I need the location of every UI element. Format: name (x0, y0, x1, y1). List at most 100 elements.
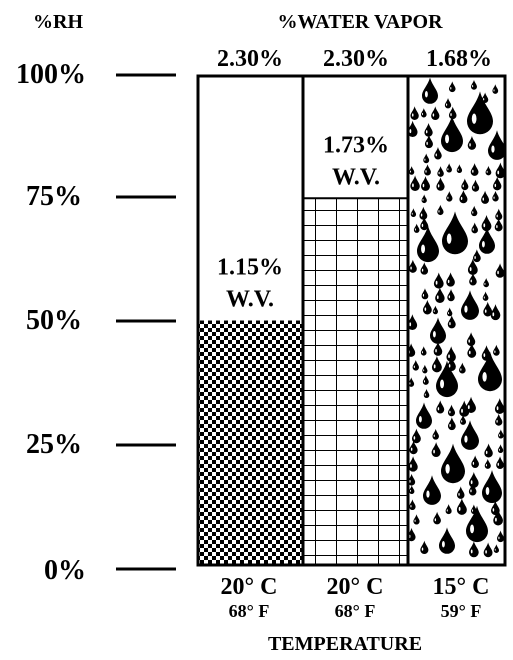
water-drop-highlight (450, 86, 452, 90)
water-drop-icon (447, 288, 455, 302)
capacity-label: 2.30% (217, 46, 283, 72)
water-drop-highlight (493, 196, 495, 199)
water-drop-highlight (410, 447, 413, 451)
water-drop-icon (417, 225, 439, 263)
water-drop-highlight (485, 487, 490, 495)
water-drop-icon (495, 208, 503, 221)
rh-axis: 100% 75% 50% 25% 0% (16, 59, 176, 586)
water-drop-highlight (484, 282, 486, 286)
water-drop-icon (471, 79, 477, 90)
water-drop-icon (493, 344, 500, 356)
water-drop-highlight (424, 307, 427, 311)
water-drop-highlight (460, 368, 462, 371)
water-drop-icon (436, 400, 445, 414)
water-drop-highlight (473, 185, 475, 189)
water-drop-highlight (435, 349, 437, 353)
water-drop-icon (409, 499, 416, 511)
rh-tick-label: 50% (26, 305, 82, 336)
water-drop-highlight (447, 279, 450, 284)
water-drop-highlight (448, 312, 449, 315)
water-drop-icon (409, 343, 416, 357)
water-drop-icon (471, 205, 478, 217)
water-drop-highlight (467, 405, 470, 410)
water-drop-icon (421, 288, 429, 300)
water-drop-icon (471, 455, 479, 468)
water-drop-icon (448, 106, 457, 120)
water-drop-icon (423, 388, 430, 399)
water-drop-highlight (409, 322, 412, 327)
water-drop-icon (466, 396, 476, 414)
water-drop-icon (461, 290, 479, 320)
rh-tick-label: 100% (16, 59, 86, 90)
water-drop-icon (409, 456, 418, 472)
water-drop-highlight (410, 489, 412, 492)
water-drop-highlight (414, 228, 416, 231)
water-drop-highlight (421, 268, 424, 272)
water-drop-highlight (492, 312, 495, 317)
water-drop-highlight (496, 225, 498, 229)
water-drop-highlight (498, 448, 500, 451)
water-drop-icon (469, 272, 477, 286)
vapor-fill-top-line (304, 197, 407, 200)
vapor-value-label: 1.73% (323, 132, 389, 158)
water-drop-icon (495, 162, 504, 179)
water-drop-icon (432, 305, 439, 315)
water-drop-icon (446, 272, 455, 287)
water-drop-icon (409, 166, 415, 175)
water-drop-icon (492, 190, 499, 202)
water-drop-icon (410, 175, 420, 191)
water-drop-highlight (446, 103, 448, 106)
water-drop-highlight (484, 309, 487, 313)
water-drop-icon (409, 259, 417, 273)
water-drop-highlight (492, 508, 495, 512)
water-drop-highlight (458, 506, 461, 511)
water-drop-highlight (422, 198, 424, 201)
water-drop-icon (441, 443, 465, 484)
water-drop-icon (439, 527, 455, 554)
water-drop-icon (434, 147, 442, 160)
water-drop-highlight (432, 331, 436, 338)
water-drop-highlight (494, 350, 496, 354)
rh-tick-label: 0% (44, 555, 86, 586)
water-drop-highlight (412, 183, 414, 188)
temp-celsius-label: 20° C (327, 574, 384, 600)
water-drop-highlight (410, 266, 412, 270)
water-drop-highlight (472, 461, 475, 465)
water-drop-highlight (446, 509, 448, 512)
water-drop-icon (431, 106, 440, 121)
water-drop-icon (424, 164, 431, 176)
water-drop-icon (441, 115, 463, 153)
water-drop-highlight (436, 295, 439, 300)
water-drop-highlight (483, 296, 485, 299)
water-drop-highlight (425, 130, 428, 134)
water-drop-icon (497, 444, 504, 454)
water-drop-highlight (446, 233, 452, 244)
water-drop-icon (422, 78, 438, 104)
water-drop-highlight (468, 339, 470, 343)
water-drop-highlight (449, 423, 451, 427)
water-drop-icon (410, 106, 419, 120)
water-drop-highlight (483, 223, 486, 228)
water-drop-highlight (424, 91, 428, 98)
water-drop-highlight (426, 490, 430, 498)
water-drop-icon (483, 277, 490, 288)
temp-fahrenheit-label: 68° F (335, 601, 376, 621)
water-drop-highlight (438, 171, 440, 175)
water-drop-highlight (410, 504, 412, 508)
water-drop-highlight (497, 270, 499, 275)
water-drop-highlight (447, 168, 449, 171)
water-drop-icon (494, 218, 503, 232)
water-drop-highlight (437, 407, 440, 411)
water-drop-highlight (470, 489, 472, 493)
vapor-unit-label: W.V. (226, 287, 274, 313)
vapor-fill-grid (304, 198, 407, 565)
water-drop-icon (482, 470, 502, 503)
water-drop-highlight (494, 183, 497, 188)
water-drop-icon (444, 97, 452, 109)
water-drop-highlight (499, 434, 501, 437)
water-drop-highlight (449, 410, 451, 414)
water-drop-highlight (411, 212, 413, 215)
water-drop-highlight (409, 382, 411, 385)
water-drop-highlight (426, 141, 428, 145)
water-drop-highlight (433, 310, 435, 313)
